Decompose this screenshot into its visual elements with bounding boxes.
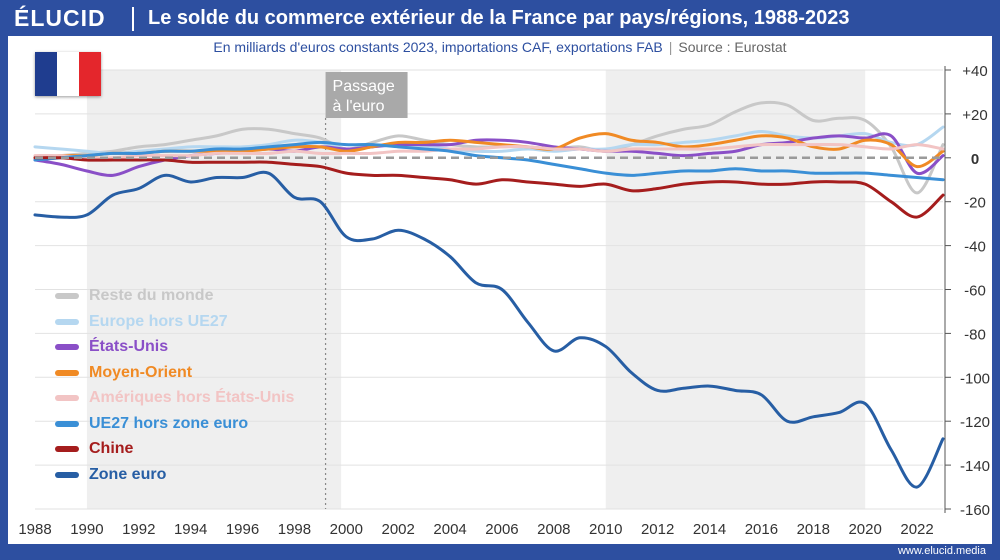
x-tick-label: 2004: [433, 521, 466, 538]
x-tick-label: 2010: [589, 521, 622, 538]
x-tick-label: 2006: [485, 521, 518, 538]
euro-annotation-box: [325, 72, 408, 118]
legend-item: Zone euro: [55, 464, 166, 486]
legend-swatch: [55, 318, 79, 325]
header-bar: ÉLUCID Le solde du commerce extérieur de…: [0, 0, 1000, 36]
subtitle-separator: |: [668, 39, 673, 55]
x-tick-label: 2012: [641, 521, 674, 538]
y-tick-label: +20: [962, 107, 987, 124]
legend-label: UE27 hors zone euro: [89, 414, 249, 432]
series-line-5: [33, 140, 945, 182]
legend-swatch: [55, 420, 79, 427]
series-line-1: [33, 125, 945, 155]
flag-stripe-red: [79, 52, 101, 96]
legend-swatch: [55, 471, 79, 478]
series-line-4: [33, 142, 945, 160]
x-tick-label: 1996: [226, 521, 259, 538]
source-text: Source : Eurostat: [678, 39, 787, 55]
x-tick-label: 2002: [382, 521, 415, 538]
legend-swatch: [55, 395, 79, 401]
chart-subtitle: En milliards d'euros constants 2023, imp…: [0, 39, 1000, 55]
legend-label: Amériques hors États-Unis: [89, 389, 295, 406]
series-line-6: [33, 156, 945, 219]
y-tick-label: -40: [964, 239, 986, 256]
chart-title: Le solde du commerce extérieur de la Fra…: [148, 7, 850, 29]
x-tick-label: 1998: [278, 521, 311, 538]
legend-label: Moyen-Orient: [89, 363, 193, 381]
y-tick-label: -20: [964, 195, 986, 212]
x-tick-label: 1988: [18, 521, 51, 538]
euro-annotation-line1: Passage: [333, 78, 395, 95]
y-tick-label: 0: [971, 151, 979, 168]
legend-label: États-Unis: [89, 338, 169, 355]
x-tick-label: 1992: [122, 521, 155, 538]
legend-item: Europe hors UE27: [55, 311, 228, 333]
legend-label: Chine: [89, 440, 134, 457]
flag-stripe-blue: [35, 52, 57, 96]
y-tick-label: -120: [960, 414, 990, 431]
legend-swatch: [55, 344, 79, 350]
flag-stripe-white: [57, 52, 79, 96]
legend-label: Reste du monde: [89, 287, 214, 304]
y-tick-label: -100: [960, 370, 990, 387]
footer-url[interactable]: www.elucid.media: [897, 545, 986, 557]
euro-annotation-line2: à l'euro: [333, 98, 385, 115]
x-tick-label: 2014: [693, 521, 726, 538]
legend-swatch: [55, 446, 79, 452]
y-tick-label: +40: [962, 63, 987, 80]
legend-item: Reste du monde: [55, 285, 213, 307]
series-line-7: [33, 170, 945, 489]
legend-item: Moyen-Orient: [55, 362, 192, 384]
y-tick-label: -60: [964, 283, 986, 300]
y-tick-label: -140: [960, 458, 990, 475]
legend-item: États-Unis: [55, 336, 168, 358]
legend-item: UE27 hors zone euro: [55, 413, 248, 435]
x-tick-label: 2022: [900, 521, 933, 538]
x-tick-label: 2016: [745, 521, 778, 538]
x-tick-label: 2020: [848, 521, 881, 538]
x-tick-label: 2000: [330, 521, 363, 538]
legend-item: Amériques hors États-Unis: [55, 387, 294, 409]
legend-item: Chine: [55, 438, 133, 460]
subtitle-text: En milliards d'euros constants 2023, imp…: [213, 39, 663, 55]
y-tick-label: -160: [960, 502, 990, 519]
x-tick-label: 1994: [174, 521, 207, 538]
legend-label: Zone euro: [89, 465, 167, 483]
x-tick-label: 2008: [537, 521, 570, 538]
legend-swatch: [55, 369, 79, 376]
x-tick-label: 1990: [70, 521, 103, 538]
france-flag-icon: [35, 52, 101, 96]
brand-logo: ÉLUCID: [14, 5, 106, 31]
y-tick-label: -80: [964, 326, 986, 343]
legend-swatch: [55, 293, 79, 299]
legend-label: Europe hors UE27: [89, 312, 228, 330]
x-tick-label: 2018: [797, 521, 830, 538]
logo-divider: [132, 7, 134, 31]
